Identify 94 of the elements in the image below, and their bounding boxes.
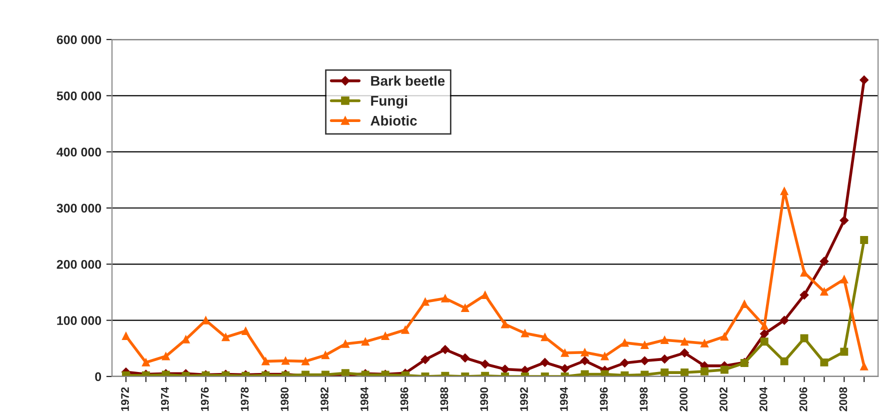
point [222, 333, 230, 342]
point [501, 320, 510, 328]
point [760, 338, 768, 346]
point [660, 336, 669, 344]
point [720, 366, 728, 374]
x-tick-label: 1994 [560, 386, 568, 411]
x-tick-label: 1978 [240, 387, 249, 411]
point [820, 256, 829, 266]
x-tick-label: 2000 [680, 387, 688, 412]
x-tick-label: 2004 [759, 386, 768, 412]
point [860, 236, 868, 244]
point [580, 356, 590, 366]
y-tick-label: 600 000 [56, 35, 102, 44]
point [660, 368, 669, 376]
point [820, 288, 828, 296]
point [780, 357, 788, 366]
point [401, 326, 410, 334]
y-tick-label: 200 000 [56, 260, 102, 269]
point [660, 354, 670, 364]
point [461, 304, 470, 312]
point [800, 290, 809, 300]
x-tick-label: 1980 [280, 387, 289, 411]
point [341, 340, 350, 348]
point [481, 291, 490, 300]
point [640, 370, 649, 376]
point [420, 355, 430, 364]
point [780, 187, 788, 196]
point [580, 348, 589, 356]
point [840, 275, 848, 284]
point [421, 298, 430, 306]
point [620, 358, 630, 368]
point [680, 368, 689, 376]
point [820, 358, 828, 366]
point [760, 329, 769, 338]
x-tick-label: 1972 [121, 387, 129, 411]
x-tick-label: 1990 [480, 387, 488, 411]
point [242, 327, 250, 335]
x-tick-label: 2002 [720, 387, 728, 412]
point [840, 348, 848, 356]
point [162, 352, 170, 360]
point [700, 339, 709, 348]
point [381, 332, 390, 340]
point [800, 268, 808, 277]
point [142, 358, 150, 366]
legend-label: Abiotic [370, 115, 417, 126]
point [262, 357, 270, 366]
y-tick-label: 100 000 [57, 316, 102, 325]
point [302, 357, 310, 366]
point [321, 351, 330, 360]
point [680, 348, 690, 358]
point [440, 345, 450, 354]
point [860, 76, 869, 84]
point [780, 316, 789, 325]
point [361, 338, 370, 346]
point [540, 333, 549, 342]
point [540, 358, 550, 367]
point [560, 364, 570, 374]
point [700, 367, 709, 376]
x-tick-label: 1974 [160, 386, 169, 411]
point [640, 341, 649, 350]
point [600, 370, 609, 376]
point [122, 332, 130, 340]
point [580, 370, 589, 376]
y-tick-label: 500 000 [56, 91, 102, 100]
point [600, 352, 609, 360]
point [441, 294, 450, 302]
x-tick-label: 2006 [799, 387, 808, 412]
x-tick-label: 1996 [600, 387, 608, 411]
legend-label: Fungi [371, 96, 408, 109]
y-tick-label: 400 000 [56, 148, 102, 156]
x-tick-label: 1992 [520, 387, 528, 411]
x-tick-label: 1982 [320, 387, 328, 411]
point [480, 360, 490, 369]
y-tick-label: 300 000 [56, 204, 102, 213]
point [460, 354, 470, 362]
point [560, 348, 569, 357]
point [620, 338, 629, 347]
y-tick-label: 0 [95, 372, 102, 382]
point [860, 362, 868, 370]
x-tick-label: 1998 [640, 387, 648, 411]
x-tick-label: 1986 [400, 387, 408, 411]
legend-label: Bark beetle [371, 76, 445, 86]
x-tick-label: 1984 [360, 386, 368, 411]
point [720, 332, 728, 341]
x-tick-label: 2008 [839, 387, 848, 412]
point [840, 216, 849, 225]
point [282, 356, 290, 365]
x-tick-label: 1976 [200, 387, 209, 411]
point [640, 356, 650, 366]
x-tick-label: 1988 [440, 387, 448, 411]
point [800, 334, 808, 342]
point [680, 338, 689, 346]
point [740, 300, 748, 308]
point [520, 329, 529, 338]
